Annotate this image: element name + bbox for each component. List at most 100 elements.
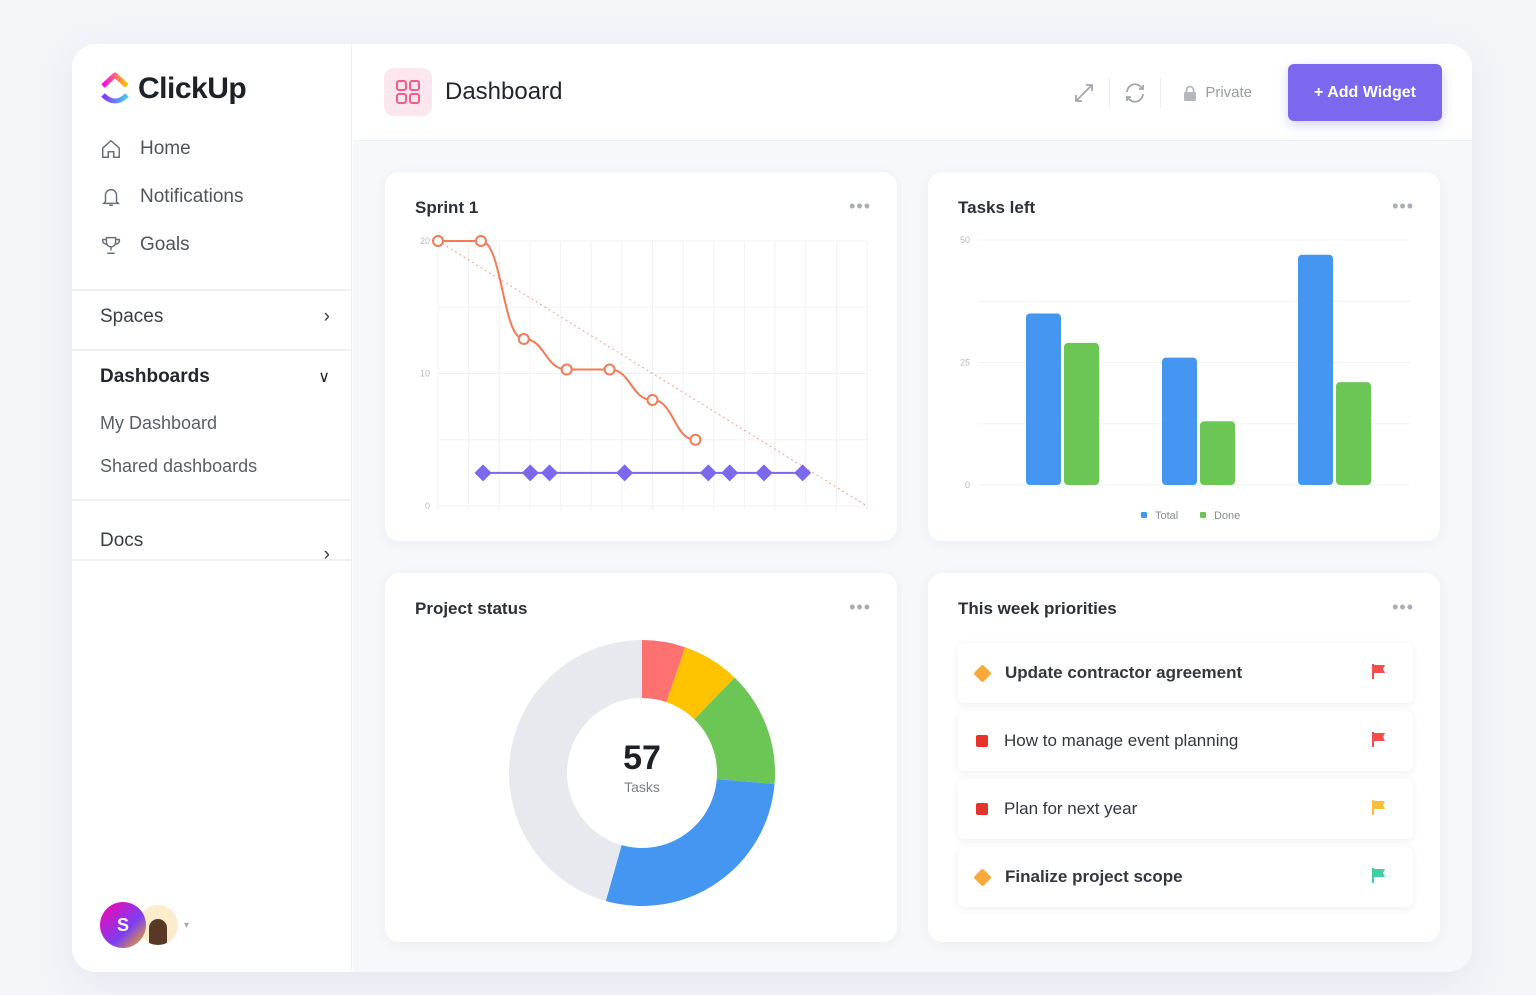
bar-done (1064, 342, 1099, 485)
widget-title: Sprint 1 (415, 198, 479, 217)
app-window: ClickUp Home Notifications Goals Spaces ›… (72, 44, 1472, 972)
widget-title: This week priorities (958, 599, 1117, 618)
sidebar-item-label: Notifications (140, 186, 244, 207)
sidebar-item-my-dashboard[interactable]: My Dashboard (100, 413, 218, 433)
add-widget-button[interactable]: + Add Widget (1288, 64, 1442, 121)
sidebar: ClickUp Home Notifications Goals Spaces ›… (72, 44, 352, 972)
y-tick-label: 20 (420, 236, 430, 246)
sprint-burndown-chart: 0 10 20 (420, 235, 868, 511)
sidebar-item-spaces[interactable]: Spaces › (100, 306, 330, 328)
bar-total (1162, 357, 1197, 485)
divider (72, 349, 352, 351)
donut-segment (509, 640, 642, 901)
burndown-point (517, 333, 530, 346)
privacy-toggle[interactable]: Private (1183, 84, 1252, 101)
sidebar-item-shared-dashboards[interactable]: Shared dashboards (100, 456, 258, 476)
priority-label: Finalize project scope (1005, 867, 1183, 886)
scope-point (541, 464, 559, 482)
project-status-widget: Project status ••• 57 Tasks (385, 573, 897, 942)
sidebar-item-home[interactable]: Home (100, 138, 191, 160)
donut-segment (642, 640, 686, 703)
sidebar-item-label: Home (140, 138, 191, 159)
clickup-logo-icon (101, 72, 129, 104)
scope-point (474, 464, 492, 482)
scope-point (521, 464, 539, 482)
sidebar-item-notifications[interactable]: Notifications (100, 186, 244, 208)
donut-center-label: Tasks (624, 779, 660, 795)
donut-segment (666, 647, 735, 720)
scope-point (794, 464, 812, 482)
burndown-line (438, 240, 696, 441)
private-label: Private (1205, 84, 1252, 101)
flag-icon[interactable] (1371, 799, 1387, 820)
caret-down-icon: ▾ (184, 919, 190, 931)
bar-done (1336, 382, 1371, 485)
sidebar-section-label: Spaces (100, 306, 164, 327)
tasks-left-widget: Tasks left ••• 0 25 50 Total Done (928, 172, 1440, 541)
logo[interactable]: ClickUp (100, 72, 247, 106)
bar-done (1200, 421, 1235, 485)
home-icon (102, 139, 120, 158)
flag-icon[interactable] (1371, 731, 1387, 752)
divider (1109, 77, 1111, 108)
widget-title: Project status (415, 599, 528, 618)
legend-swatch (1200, 512, 1206, 518)
sidebar-item-goals[interactable]: Goals (100, 234, 190, 256)
priority-item[interactable]: Update contractor agreement (958, 643, 1413, 703)
chevron-right-icon: › (323, 306, 330, 327)
divider (1160, 77, 1162, 108)
burndown-point (432, 235, 444, 247)
user-avatars[interactable]: S ▾ (100, 902, 189, 948)
burndown-point (560, 363, 573, 376)
donut-segment (605, 779, 775, 906)
expand-button[interactable] (1059, 82, 1109, 104)
priority-label: Plan for next year (1004, 799, 1138, 818)
scope-point (721, 464, 739, 482)
refresh-button[interactable] (1110, 81, 1160, 105)
more-options-button[interactable]: ••• (849, 597, 871, 617)
y-tick-label: 25 (960, 358, 970, 368)
sidebar-item-dashboards[interactable]: Dashboards ∨ (100, 366, 330, 388)
priority-label: How to manage event planning (1004, 731, 1239, 750)
chevron-down-icon: ∨ (318, 369, 330, 386)
sprint-widget: Sprint 1 ••• 0 10 20 (385, 172, 897, 541)
sidebar-section-label: Docs (100, 530, 144, 551)
project-status-donut (509, 640, 775, 906)
scope-point (699, 464, 717, 482)
avatar: S (100, 902, 146, 948)
refresh-icon (1126, 82, 1145, 103)
donut-center-value: 57 (623, 739, 661, 777)
legend-label: Total (1155, 510, 1178, 522)
bar-total (1026, 313, 1061, 485)
diamond-marker-icon (973, 663, 992, 683)
main-content: Dashboard Private + Add Widget Sprint 1 … (353, 44, 1472, 972)
divider (72, 499, 352, 501)
lock-icon (1184, 85, 1197, 101)
flag-icon[interactable] (1371, 867, 1387, 888)
sidebar-item-label: Goals (140, 234, 190, 255)
legend-label: Done (1214, 510, 1240, 522)
y-tick-label: 10 (420, 369, 430, 379)
scope-point (755, 464, 773, 482)
sidebar-item-docs[interactable]: Docs › (100, 516, 330, 566)
dashboard-icon (384, 68, 432, 116)
y-tick-label: 0 (965, 480, 970, 490)
legend-swatch (1141, 512, 1147, 518)
burndown-point (646, 394, 659, 406)
chevron-right-icon: › (323, 544, 330, 565)
y-tick-label: 0 (425, 501, 430, 511)
priority-item[interactable]: How to manage event planning (958, 711, 1413, 771)
burndown-point (474, 235, 487, 247)
flag-icon[interactable] (1371, 663, 1387, 684)
burndown-point (689, 433, 702, 446)
square-marker-icon (976, 803, 988, 815)
more-options-button[interactable]: ••• (1392, 597, 1414, 617)
page-title: Dashboard (445, 78, 563, 105)
expand-icon (1075, 83, 1094, 102)
priority-item[interactable]: Finalize project scope (958, 847, 1413, 907)
divider (72, 559, 352, 561)
more-options-button[interactable]: ••• (1392, 196, 1414, 216)
scope-point (616, 464, 634, 482)
more-options-button[interactable]: ••• (849, 196, 871, 216)
priority-item[interactable]: Plan for next year (958, 779, 1413, 839)
